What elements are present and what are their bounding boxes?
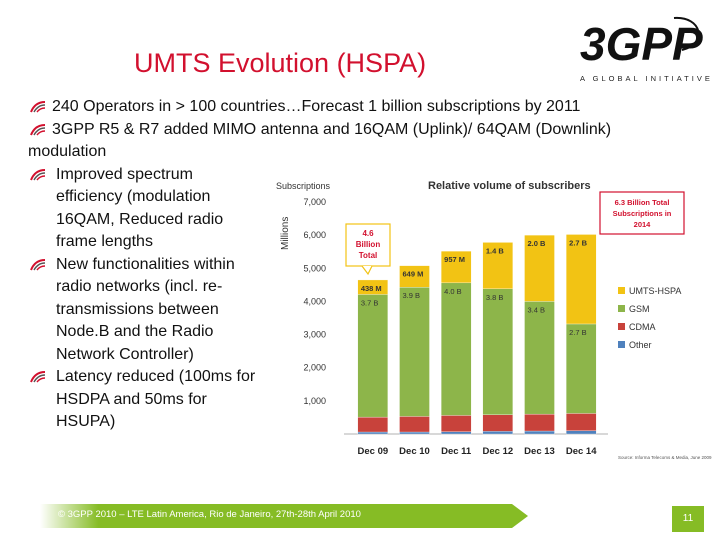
umts-data-label: 1.4 B: [486, 246, 505, 255]
legend-swatch: [618, 287, 625, 294]
bar-segment-gsm: [399, 287, 430, 417]
callout-text-2014: Subscriptions in: [613, 209, 672, 218]
gsm-data-label: 3.7 B: [361, 298, 379, 307]
legend-swatch: [618, 323, 625, 330]
legend-label: Other: [629, 340, 652, 350]
bar-segment-umts-hspa: [566, 234, 597, 325]
bullet-icon: [30, 371, 46, 383]
y-axis-label: Millions: [280, 217, 291, 250]
bar-segment-umts-hspa: [399, 265, 430, 288]
bar-segment-cdma: [482, 414, 513, 432]
umts-data-label: 2.7 B: [569, 238, 588, 247]
x-tick-label: Dec 14: [566, 446, 597, 457]
sub-bullet-text: Latency reduced (100ms for HSDPA and 50m…: [56, 368, 256, 430]
legend-label: CDMA: [629, 322, 656, 332]
legend-label: GSM: [629, 304, 650, 314]
legend-swatch: [618, 341, 625, 348]
chart-title: Relative volume of subscribers: [428, 180, 591, 192]
callout-text-2009: Billion: [356, 240, 381, 249]
bullet-text: 240 Operators in > 100 countries…Forecas…: [52, 98, 581, 115]
y-tick-label: 1,000: [303, 396, 326, 406]
bullet-wrap-text: modulation: [28, 143, 107, 160]
legend-swatch: [618, 305, 625, 312]
bar-segment-other: [399, 431, 430, 435]
umts-data-label: 957 M: [444, 255, 465, 264]
bar-segment-cdma: [357, 416, 388, 433]
bullet-icon: [30, 168, 46, 180]
footer-arrow-shape: [40, 504, 528, 528]
sub-bullet-item: New functionalities within radio network…: [0, 254, 261, 367]
callout-text-2009: 4.6: [362, 229, 374, 238]
bar-segment-cdma: [566, 413, 597, 431]
bullet-text: 3GPP R5 & R7 added MIMO antenna and 16QA…: [52, 120, 612, 138]
y-tick-label: 7,000: [303, 197, 326, 207]
bar-segment-umts-hspa: [524, 234, 555, 302]
bullet-icon: [30, 258, 46, 270]
gsm-data-label: 3.4 B: [528, 305, 546, 314]
callout-box-2009: [345, 223, 391, 267]
bar-segment-gsm: [566, 323, 597, 414]
footer-text: © 3GPP 2010 – LTE Latin America, Rio de …: [58, 509, 361, 520]
bullet-list: 240 Operators in > 100 countries…Forecas…: [0, 96, 720, 434]
gsm-data-label: 2.7 B: [569, 328, 587, 337]
umts-data-label: 649 M: [403, 270, 424, 279]
bar-segment-other: [482, 431, 513, 435]
chart-subtitle: Subscriptions: [276, 181, 331, 191]
x-tick-label: Dec 11: [441, 446, 472, 457]
y-tick-label: 4,000: [303, 296, 326, 306]
bar-segment-gsm: [482, 288, 513, 415]
bar-segment-cdma: [399, 416, 430, 433]
bar-segment-cdma: [524, 413, 555, 432]
bar-segment-umts-hspa: [482, 242, 513, 289]
sub-bullet-item: Improved spectrum efficiency (modulation…: [0, 164, 261, 254]
y-tick-label: 2,000: [303, 363, 326, 373]
callout-text-2014: 2014: [634, 220, 652, 229]
slide-title: UMTS Evolution (HSPA): [134, 48, 427, 78]
callout-text-2009: Total: [359, 251, 378, 260]
logo-3g-glyph: 3GPP: [580, 18, 703, 70]
umts-data-label: 2.0 B: [528, 239, 547, 248]
bullet-item: 3GPP R5 & R7 added MIMO antenna and 16QA…: [0, 119, 720, 142]
x-tick-label: Dec 12: [483, 446, 514, 457]
footer-bar: © 3GPP 2010 – LTE Latin America, Rio de …: [40, 502, 530, 530]
callout-pointer-2009: [361, 265, 373, 276]
callout-text-2014: 6.3 Billion Total: [615, 198, 670, 207]
page-number: 11: [672, 506, 704, 532]
bullet-icon: [30, 123, 46, 135]
bar-segment-cdma: [441, 415, 472, 432]
3gpp-logo: 3GPP A GLOBAL INITIATIVE: [578, 10, 710, 90]
gsm-data-label: 3.8 B: [486, 293, 504, 302]
x-tick-label: Dec 10: [399, 446, 430, 457]
bar-segment-gsm: [524, 301, 555, 415]
umts-data-label: 438 M: [361, 284, 382, 293]
bar-segment-gsm: [441, 282, 472, 416]
bullet-icon: [30, 101, 46, 113]
subscriber-chart: Subscriptions Relative volume of subscri…: [276, 180, 712, 460]
bar-segment-other: [357, 431, 388, 435]
x-tick-label: Dec 09: [358, 446, 389, 457]
gsm-data-label: 4.0 B: [444, 287, 462, 296]
gsm-data-label: 3.9 B: [403, 291, 421, 300]
bar-segment-umts-hspa: [441, 251, 472, 284]
bar-segment-gsm: [357, 294, 388, 418]
sub-bullet-item: Latency reduced (100ms for HSDPA and 50m…: [0, 366, 261, 434]
legend-label: UMTS-HSPA: [629, 286, 681, 296]
sub-bullet-text: Improved spectrum efficiency (modulation…: [56, 165, 224, 251]
bar-segment-other: [524, 430, 555, 435]
bar-segment-other: [441, 431, 472, 435]
bar-segment-umts-hspa: [357, 279, 388, 295]
sub-bullet-text: New functionalities within radio network…: [56, 255, 235, 363]
3gpp-logo-icon: 3GPP: [580, 16, 703, 70]
bullet-item: 240 Operators in > 100 countries…Forecas…: [0, 96, 720, 119]
y-tick-label: 6,000: [303, 230, 326, 240]
logo-tagline: A GLOBAL INITIATIVE: [580, 74, 713, 83]
y-tick-label: 5,000: [303, 263, 326, 273]
x-tick-label: Dec 13: [524, 446, 555, 457]
bar-segment-other: [566, 430, 597, 435]
chart-source: Source: Informa Telecoms & Media, June 2…: [618, 455, 712, 460]
logo-swoosh: [673, 16, 700, 51]
y-tick-label: 3,000: [303, 330, 326, 340]
callout-box-2014: [599, 191, 685, 235]
